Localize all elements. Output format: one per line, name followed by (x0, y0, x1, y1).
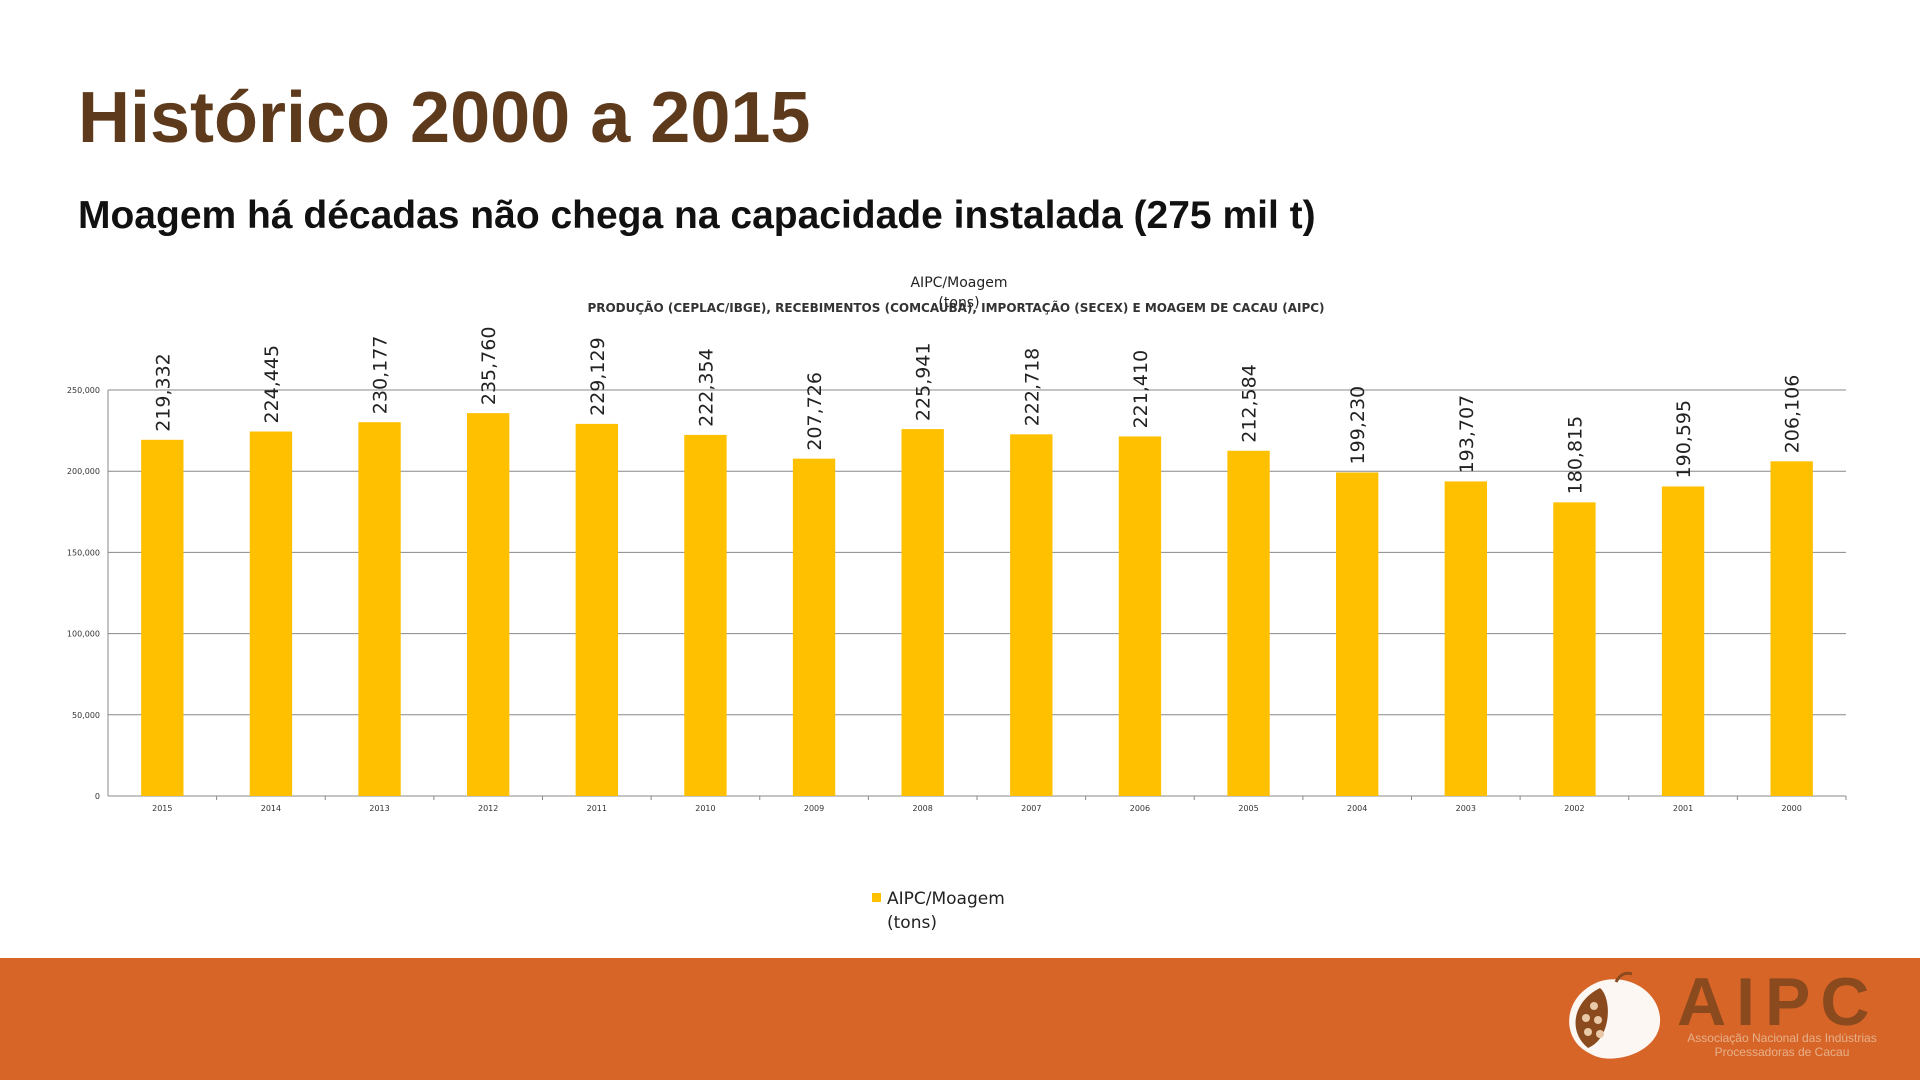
y-tick-label: 50,000 (72, 711, 100, 720)
data-label-2007: 222,718 (1021, 348, 1043, 427)
data-label-2015: 219,332 (152, 353, 174, 432)
bar-2002 (1553, 502, 1596, 796)
bar-2007 (1010, 434, 1053, 796)
x-tick-label: 2008 (913, 804, 933, 813)
data-label-2013: 230,177 (370, 336, 392, 415)
x-tick-label: 2013 (369, 804, 389, 813)
bar-2006 (1118, 436, 1162, 796)
chart-title-overlay-unit: (tons) (938, 295, 979, 311)
y-tick-label: 100,000 (67, 630, 100, 639)
x-tick-label: 2007 (1021, 804, 1041, 813)
x-tick-label: 2004 (1347, 804, 1367, 813)
bar-2015 (141, 439, 184, 796)
x-tick-label: 2011 (587, 804, 607, 813)
legend-label-unit: (tons) (887, 913, 937, 933)
bar-2010 (684, 434, 727, 796)
legend-swatch (872, 893, 881, 902)
bar-2008 (901, 429, 944, 796)
data-label-2011: 229,129 (587, 337, 609, 416)
data-labels: 219,332 224,445 230,177 235,760 229,129 222,3… (152, 327, 1803, 495)
logo-tagline: Associação Nacional das Indústrias Proce… (1687, 1031, 1877, 1059)
x-tick-label: 2014 (261, 804, 281, 813)
legend-label: AIPC/Moagem (887, 889, 1005, 909)
bars (141, 413, 1813, 796)
bar-2000 (1770, 461, 1813, 796)
y-tick-label: 200,000 (67, 467, 100, 476)
data-label-2000: 206,106 (1782, 375, 1804, 454)
x-tick-label: 2001 (1673, 804, 1693, 813)
x-tick-label: 2015 (152, 804, 172, 813)
data-label-2003: 193,707 (1456, 395, 1478, 474)
y-tick-labels: 0 50,000 100,000 150,000 200,000 250,000 (67, 386, 100, 801)
data-label-2001: 190,595 (1673, 400, 1695, 479)
x-tick-label: 2006 (1130, 804, 1150, 813)
data-label-2014: 224,445 (261, 345, 283, 424)
bar-chart: AIPC/Moagem (tons) PRODUÇÃO (CEPLAC/IBGE… (67, 275, 1847, 933)
chart-title: PRODUÇÃO (CEPLAC/IBGE), RECEBIMENTOS (CO… (587, 300, 1324, 315)
chart-title-overlay: AIPC/Moagem (910, 275, 1007, 291)
bar-2004 (1336, 472, 1379, 796)
data-label-2008: 225,941 (913, 342, 935, 421)
x-tick-label: 2012 (478, 804, 498, 813)
data-label-2009: 207,726 (804, 372, 826, 451)
x-tick-label: 2003 (1456, 804, 1476, 813)
logo-wordmark: AIPC (1677, 964, 1880, 1040)
slide-title: Histórico 2000 a 2015 (78, 78, 811, 158)
data-label-2010: 222,354 (695, 348, 717, 427)
data-label-2004: 199,230 (1347, 386, 1369, 465)
x-tick-label: 2002 (1564, 804, 1584, 813)
bar-2012 (467, 413, 510, 796)
y-tick-label: 250,000 (67, 386, 100, 395)
bar-2009 (792, 458, 836, 796)
x-tick-label: 2010 (695, 804, 715, 813)
bar-2003 (1444, 481, 1487, 796)
bar-2001 (1661, 486, 1705, 796)
data-label-2005: 212,584 (1239, 364, 1261, 443)
bar-2005 (1227, 450, 1270, 796)
y-tick-label: 150,000 (67, 548, 100, 557)
bar-2013 (358, 422, 401, 796)
data-label-2006: 221,410 (1130, 350, 1152, 429)
slide-subtitle: Moagem há décadas não chega na capacidad… (78, 194, 1316, 237)
cacao-pod-icon (1569, 971, 1661, 1059)
y-tick-label: 0 (95, 792, 100, 801)
data-label-2002: 180,815 (1564, 416, 1586, 495)
data-label-2012: 235,760 (478, 327, 500, 406)
x-tick-label: 2009 (804, 804, 824, 813)
x-tick-label: 2000 (1782, 804, 1802, 813)
bar-2011 (575, 423, 618, 796)
bar-2014 (249, 431, 293, 796)
x-tick-labels: 2015 2014 2013 2012 2011 2010 2009 2008 2007 2006… (152, 804, 1802, 813)
x-tick-label: 2005 (1238, 804, 1258, 813)
